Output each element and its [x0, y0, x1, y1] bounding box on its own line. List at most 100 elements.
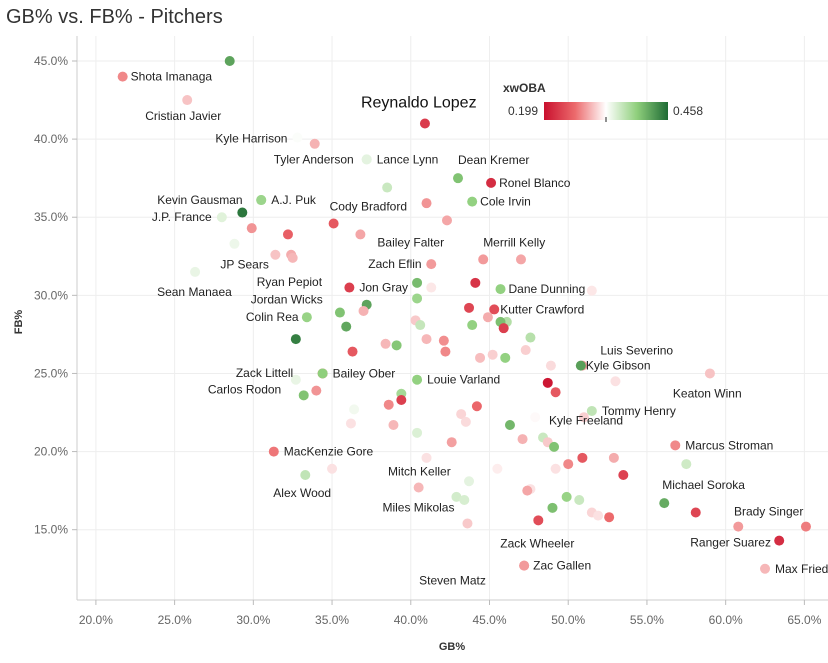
scatter-point[interactable]	[440, 346, 451, 357]
scatter-point[interactable]	[412, 277, 423, 288]
scatter-point[interactable]	[525, 332, 536, 343]
scatter-point[interactable]	[349, 404, 360, 415]
scatter-point[interactable]	[190, 266, 201, 277]
scatter-point[interactable]	[760, 563, 771, 574]
scatter-point[interactable]	[438, 335, 449, 346]
scatter-point[interactable]	[282, 229, 293, 240]
scatter-point[interactable]	[292, 132, 303, 143]
scatter-point[interactable]	[229, 238, 240, 249]
scatter-point[interactable]	[426, 259, 437, 270]
scatter-point[interactable]	[498, 323, 509, 334]
scatter-point[interactable]	[459, 495, 470, 506]
scatter-point[interactable]	[327, 463, 338, 474]
scatter-point[interactable]	[462, 518, 473, 529]
scatter-point[interactable]	[380, 338, 391, 349]
scatter-point[interactable]	[487, 349, 498, 360]
scatter-point[interactable]	[704, 368, 715, 379]
scatter-point[interactable]	[482, 312, 493, 323]
scatter-point[interactable]	[246, 223, 257, 234]
scatter-point[interactable]	[311, 385, 322, 396]
scatter-point[interactable]	[520, 345, 531, 356]
scatter-point[interactable]	[681, 459, 692, 470]
scatter-point[interactable]	[456, 409, 467, 420]
scatter-point[interactable]	[451, 491, 462, 502]
scatter-point[interactable]	[300, 470, 311, 481]
scatter-point[interactable]	[412, 374, 423, 385]
scatter-point[interactable]	[467, 320, 478, 331]
scatter-point[interactable]	[504, 420, 515, 431]
scatter-point[interactable]	[618, 470, 629, 481]
scatter-point[interactable]	[464, 476, 475, 487]
scatter-point[interactable]	[358, 305, 369, 316]
scatter-point[interactable]	[413, 482, 424, 493]
scatter-point[interactable]	[478, 254, 489, 265]
scatter-point[interactable]	[290, 334, 301, 345]
scatter-point[interactable]	[774, 535, 785, 546]
scatter-point[interactable]	[361, 154, 372, 165]
scatter-point[interactable]	[575, 360, 586, 371]
scatter-point[interactable]	[224, 55, 235, 66]
scatter-point[interactable]	[421, 334, 432, 345]
scatter-point[interactable]	[298, 390, 309, 401]
scatter-point[interactable]	[391, 340, 402, 351]
scatter-point[interactable]	[517, 434, 528, 445]
scatter-point[interactable]	[522, 485, 533, 496]
scatter-point[interactable]	[355, 229, 366, 240]
scatter-point[interactable]	[426, 282, 437, 293]
scatter-point[interactable]	[586, 285, 597, 296]
scatter-point[interactable]	[460, 416, 471, 427]
scatter-point[interactable]	[533, 515, 544, 526]
scatter-point[interactable]	[690, 507, 701, 518]
scatter-point[interactable]	[733, 521, 744, 532]
scatter-point[interactable]	[216, 212, 227, 223]
scatter-point[interactable]	[519, 560, 530, 571]
scatter-point[interactable]	[396, 395, 407, 406]
scatter-point[interactable]	[268, 446, 279, 457]
scatter-point[interactable]	[441, 215, 452, 226]
scatter-point[interactable]	[446, 437, 457, 448]
scatter-point[interactable]	[578, 412, 589, 423]
scatter-point[interactable]	[290, 374, 301, 385]
scatter-point[interactable]	[388, 420, 399, 431]
scatter-point[interactable]	[593, 510, 604, 521]
scatter-point[interactable]	[412, 427, 423, 438]
scatter-point[interactable]	[415, 320, 426, 331]
scatter-point[interactable]	[421, 452, 432, 463]
scatter-point[interactable]	[670, 440, 681, 451]
scatter-point[interactable]	[467, 196, 478, 207]
scatter-point[interactable]	[301, 312, 312, 323]
scatter-point[interactable]	[309, 138, 320, 149]
scatter-point[interactable]	[453, 173, 464, 184]
scatter-point[interactable]	[345, 418, 356, 429]
scatter-point[interactable]	[419, 118, 430, 129]
scatter-point[interactable]	[561, 491, 572, 502]
scatter-point[interactable]	[237, 207, 248, 218]
scatter-point[interactable]	[328, 218, 339, 229]
scatter-point[interactable]	[486, 177, 497, 188]
scatter-point[interactable]	[515, 254, 526, 265]
scatter-point[interactable]	[608, 452, 619, 463]
scatter-point[interactable]	[117, 71, 128, 82]
scatter-point[interactable]	[542, 377, 553, 388]
scatter-point[interactable]	[545, 360, 556, 371]
scatter-point[interactable]	[421, 198, 432, 209]
scatter-point[interactable]	[574, 495, 585, 506]
scatter-point[interactable]	[577, 452, 588, 463]
scatter-point[interactable]	[550, 463, 561, 474]
scatter-point[interactable]	[550, 387, 561, 398]
scatter-point[interactable]	[530, 412, 541, 423]
scatter-point[interactable]	[495, 284, 506, 295]
scatter-point[interactable]	[604, 512, 615, 523]
scatter-point[interactable]	[317, 368, 328, 379]
scatter-point[interactable]	[563, 459, 574, 470]
scatter-point[interactable]	[256, 195, 267, 206]
scatter-point[interactable]	[412, 293, 423, 304]
scatter-point[interactable]	[471, 401, 482, 412]
scatter-point[interactable]	[492, 463, 503, 474]
scatter-point[interactable]	[270, 249, 281, 260]
scatter-point[interactable]	[470, 277, 481, 288]
scatter-point[interactable]	[586, 405, 597, 416]
scatter-point[interactable]	[347, 346, 358, 357]
scatter-point[interactable]	[341, 321, 352, 332]
scatter-point[interactable]	[547, 502, 558, 513]
